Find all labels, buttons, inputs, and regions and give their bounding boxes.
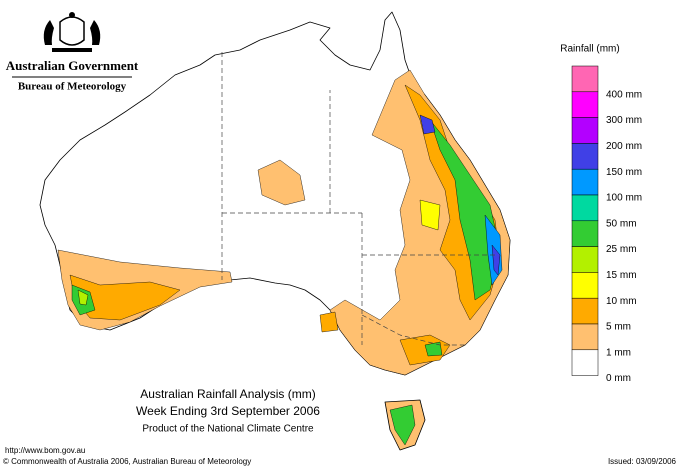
legend: 400 mm 300 mm 200 mm 150 mm 100 mm 50 mm 25 mm… bbox=[571, 65, 642, 384]
legend-label: 300 mm bbox=[606, 115, 642, 126]
legend-swatch bbox=[571, 272, 599, 299]
legend-label: 10 mm bbox=[606, 296, 637, 307]
map-credit: Product of the National Climate Centre bbox=[142, 424, 314, 435]
legend-swatch bbox=[571, 117, 599, 144]
crest-supporters bbox=[43, 20, 101, 45]
legend-swatch bbox=[571, 65, 599, 93]
legend-title: Rainfall (mm) bbox=[560, 44, 619, 55]
map-title: Australian Rainfall Analysis (mm) bbox=[140, 387, 315, 401]
legend-label: 400 mm bbox=[606, 89, 642, 100]
legend-label: 150 mm bbox=[606, 167, 642, 178]
legend-swatch bbox=[571, 246, 599, 273]
legend-label: 25 mm bbox=[606, 244, 637, 255]
legend-label: 1 mm bbox=[606, 347, 631, 358]
agency-name: Bureau of Meteorology bbox=[18, 81, 127, 93]
legend-label: 0 mm bbox=[606, 373, 631, 384]
crest-base bbox=[52, 48, 92, 52]
legend-label: 100 mm bbox=[606, 193, 642, 204]
legend-swatch bbox=[571, 194, 599, 222]
legend-swatch bbox=[571, 220, 599, 247]
map bbox=[39, 11, 511, 451]
legend-swatch bbox=[571, 91, 599, 118]
footer-copyright: © Commonwealth of Australia 2006, Austra… bbox=[3, 457, 251, 466]
legend-label: 50 mm bbox=[606, 218, 637, 229]
legend-label: 200 mm bbox=[606, 141, 642, 152]
legend-label: 15 mm bbox=[606, 270, 637, 281]
tasmania-rain bbox=[389, 404, 416, 446]
legend-swatch bbox=[571, 143, 599, 170]
logo bbox=[43, 12, 101, 52]
legend-swatch bbox=[571, 297, 599, 325]
legend-swatch bbox=[571, 168, 599, 196]
government-name: Australian Government bbox=[6, 58, 139, 73]
crest-star bbox=[69, 12, 75, 18]
footer-url: http://www.bom.gov.au bbox=[5, 446, 85, 455]
footer-issued: Issued: 03/09/2006 bbox=[608, 457, 677, 466]
legend-label: 5 mm bbox=[606, 322, 631, 333]
map-subtitle: Week Ending 3rd September 2006 bbox=[136, 404, 320, 418]
crest bbox=[59, 16, 85, 46]
legend-swatch bbox=[571, 323, 599, 351]
legend-swatch bbox=[571, 349, 599, 376]
state-borders bbox=[221, 52, 495, 346]
